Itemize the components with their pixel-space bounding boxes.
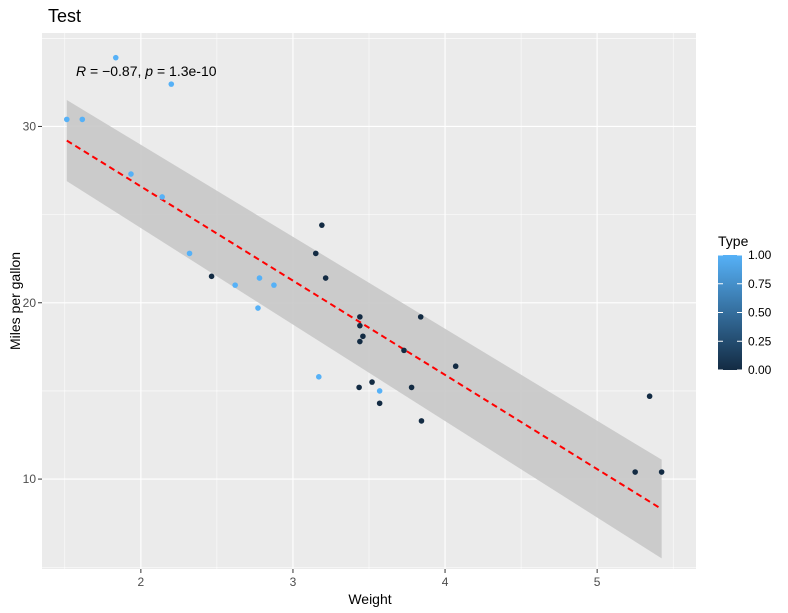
data-point	[376, 400, 383, 407]
r-label: R	[76, 63, 86, 79]
data-point	[357, 322, 363, 329]
data-point	[646, 393, 653, 400]
points-layer	[63, 54, 665, 475]
confidence-band-layer	[66, 100, 662, 559]
regression-line	[66, 139, 663, 510]
data-point	[256, 275, 263, 281]
data-point	[168, 81, 175, 87]
data-point	[369, 379, 375, 385]
p-label: p	[144, 63, 153, 79]
data-point	[418, 418, 425, 424]
x-tick-label: 2	[138, 575, 145, 589]
legend-tick-label: 0.75	[748, 277, 772, 291]
data-point	[322, 275, 329, 281]
data-point	[312, 250, 319, 257]
data-point	[357, 338, 363, 345]
data-point	[452, 363, 459, 370]
y-tick-label: 20	[23, 296, 37, 310]
legend-title: Type	[718, 233, 749, 249]
data-point	[401, 347, 407, 354]
data-point	[63, 116, 70, 123]
r-value: = −0.87,	[86, 63, 145, 79]
confidence-band	[66, 100, 662, 559]
legend-tick-label: 0.00	[748, 363, 772, 377]
legend-tick-label: 0.25	[748, 334, 772, 348]
y-tick-label: 30	[23, 119, 37, 133]
data-point	[112, 54, 119, 61]
legend-tick-label: 1.00	[748, 248, 772, 262]
data-point	[356, 384, 362, 391]
regression-line-layer	[66, 139, 663, 510]
legend-ticks: 0.00 0.25 0.50 0.75 1.00	[718, 248, 772, 377]
data-point	[208, 273, 215, 280]
p-value: = 1.3e-10	[153, 63, 217, 79]
data-point	[319, 222, 325, 228]
data-point	[376, 388, 383, 394]
y-tick-label: 10	[23, 472, 37, 486]
data-point	[360, 333, 366, 340]
color-legend: Type 0.00 0.25 0.50 0.75 1.00	[718, 233, 772, 377]
data-point	[357, 314, 363, 320]
chart-title: Test	[48, 6, 81, 26]
data-point	[316, 374, 322, 380]
x-tick-label: 3	[290, 575, 297, 589]
x-axis-ticks: 2 3 4 5	[138, 569, 601, 589]
data-point	[79, 116, 86, 123]
x-axis-title: Weight	[348, 591, 391, 607]
y-axis-title: Miles per gallon	[7, 252, 23, 350]
correlation-annotation: R = −0.87, p = 1.3e-10	[76, 63, 217, 79]
legend-tick-label: 0.50	[748, 306, 772, 320]
y-axis-ticks: 10 20 30	[23, 119, 42, 486]
data-point	[658, 469, 665, 475]
data-point	[632, 469, 638, 475]
data-point	[159, 194, 165, 200]
data-point	[255, 305, 261, 311]
data-point	[271, 282, 277, 288]
data-point	[232, 282, 238, 288]
x-tick-label: 4	[442, 575, 449, 589]
x-tick-label: 5	[594, 575, 601, 589]
data-point	[408, 384, 415, 391]
data-point	[417, 314, 424, 320]
data-point	[186, 250, 193, 257]
data-point	[128, 171, 134, 177]
